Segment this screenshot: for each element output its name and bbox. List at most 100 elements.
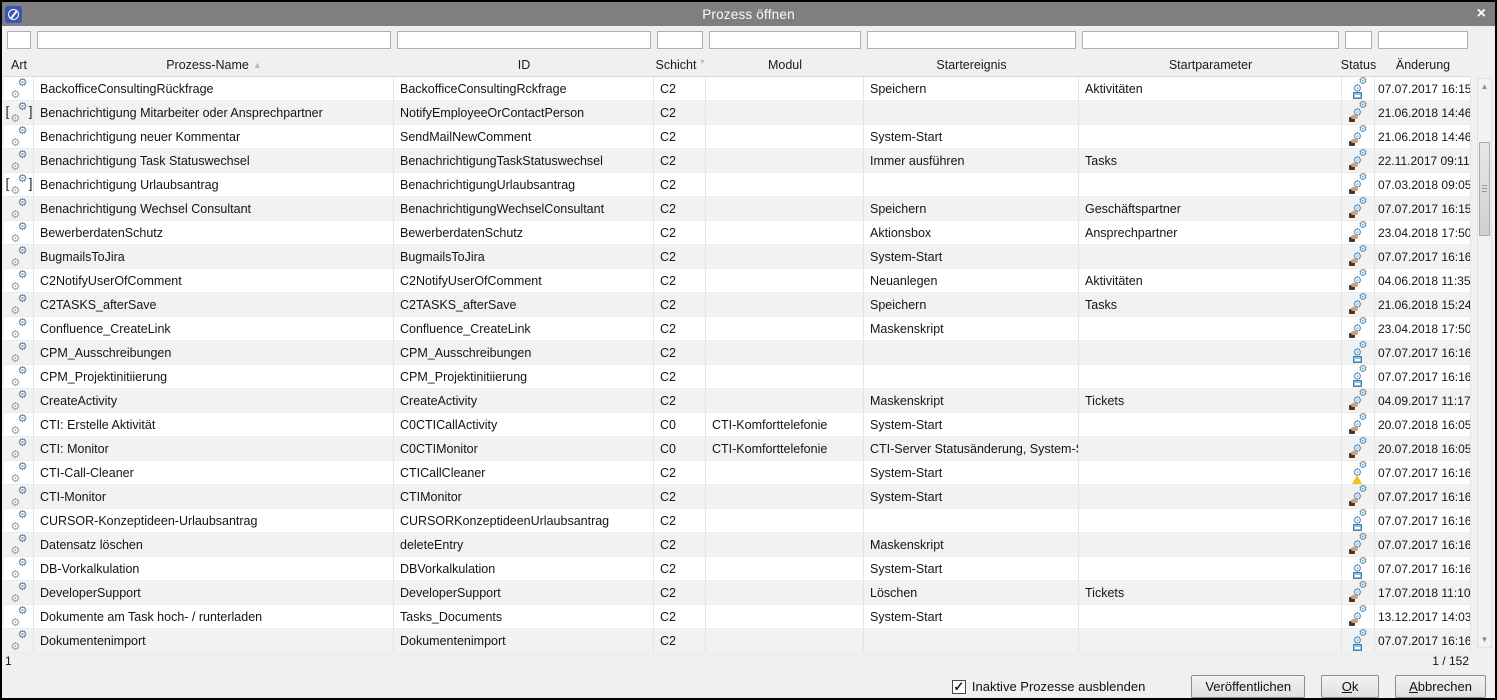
column-header-status[interactable]: Status <box>1340 53 1377 76</box>
column-header-id[interactable]: ID <box>394 53 654 76</box>
status-warning-gear-icon: ⚙ ⚙ <box>1349 461 1368 484</box>
table-row[interactable]: ⚙ ⚙ DB-Vorkalkulation DBVorkalkulation C2 Sys… <box>4 557 1471 581</box>
close-icon[interactable]: × <box>1476 5 1486 22</box>
table-row[interactable]: ⚙ ⚙ Datensatz löschen deleteEntry C2 Maskensk… <box>4 533 1471 557</box>
table-row[interactable]: ⚙ ⚙ Benachrichtigung Wechsel Consultant Ben… <box>4 197 1471 221</box>
table-row[interactable]: ⚙ ⚙ Confluence_CreateLink Confluence_Create… <box>4 317 1471 341</box>
table-row[interactable]: ⚙ ⚙ CPM_Ausschreibungen CPM_Ausschreibungen… <box>4 341 1471 365</box>
table-row[interactable]: ⚙ ⚙ BewerberdatenSchutz BewerberdatenSchutz… <box>4 221 1471 245</box>
scroll-up-icon[interactable]: ▲ <box>1480 82 1489 91</box>
filter-input-status[interactable] <box>1345 31 1372 49</box>
scrollbar-track[interactable] <box>1478 94 1491 632</box>
filter-input-modul[interactable] <box>709 31 861 49</box>
cell-modul <box>706 77 864 100</box>
status-saved-gear-disk-icon: ⚙ ⚙ <box>1349 509 1368 531</box>
cell-aenderung: 20.07.2018 16:05 <box>1375 413 1471 436</box>
cell-id: C2TASKS_afterSave <box>394 293 654 316</box>
status-active-gear-hand-icon: ⚙ ⚙ <box>1348 221 1368 242</box>
filter-input-aenderung[interactable] <box>1378 31 1468 49</box>
column-header-modul[interactable]: Modul <box>706 53 864 76</box>
cell-art: ⚙⚙ <box>4 485 34 508</box>
table-row[interactable]: ⚙ ⚙ CTI: Erstelle Aktivität C0CTICallActivi… <box>4 413 1471 437</box>
table-row[interactable]: ⚙ ⚙ C2TASKS_afterSave C2TASKS_afterSave C2 Sp… <box>4 293 1471 317</box>
table-row[interactable]: ⚙ ⚙ DeveloperSupport DeveloperSupport C2 Lösc… <box>4 581 1471 605</box>
column-header-schicht[interactable]: Schicht ▾ <box>654 53 706 76</box>
cell-name: C2TASKS_afterSave <box>34 293 394 316</box>
publish-button[interactable]: Veröffentlichen <box>1191 675 1306 698</box>
process-type-gear-icon: ⚙ ⚙ <box>10 317 28 340</box>
cell-startereignis <box>864 629 1079 652</box>
cell-art: ⚙⚙ <box>4 341 34 364</box>
table-row[interactable]: ⚙⚙Benachrichtigung UrlaubsantragBenachri… <box>4 173 1471 197</box>
cell-schicht: C2 <box>654 221 706 244</box>
cell-modul <box>706 461 864 484</box>
cell-name: Benachrichtigung Wechsel Consultant <box>34 197 394 220</box>
column-header-art[interactable]: Art <box>4 53 34 76</box>
cell-startereignis: Aktionsbox <box>864 221 1079 244</box>
checkbox-checked-icon[interactable]: ✓ <box>951 679 966 694</box>
cell-modul <box>706 605 864 628</box>
cell-startereignis: System-Start <box>864 125 1079 148</box>
filter-input-startparameter[interactable] <box>1082 31 1339 49</box>
column-header-aenderung[interactable]: Änderung <box>1375 53 1471 76</box>
table-row[interactable]: ⚙ ⚙ C2NotifyUserOfComment C2NotifyUserOfCom… <box>4 269 1471 293</box>
cell-startparameter <box>1079 629 1342 652</box>
titlebar: Prozess öffnen × <box>2 2 1495 26</box>
cell-name: CPM_Ausschreibungen <box>34 341 394 364</box>
cell-art: ⚙⚙ <box>4 125 34 148</box>
cell-status: ⚙ ⚙ <box>1342 77 1375 100</box>
table-row[interactable]: ⚙ ⚙ CPM_Projektinitiierung CPM_Projektiniti… <box>4 365 1471 389</box>
process-type-gear-icon: ⚙ ⚙ <box>10 77 28 100</box>
table-row[interactable]: ⚙ ⚙ CURSOR-Konzeptideen-Urlaubsantrag CURSO… <box>4 509 1471 533</box>
filter-input-schicht[interactable] <box>657 31 703 49</box>
cell-art: ⚙⚙ <box>4 365 34 388</box>
table-row[interactable]: ⚙ ⚙ BackofficeConsultingRückfrage Backoffic… <box>4 77 1471 101</box>
cell-name: CTI-Monitor <box>34 485 394 508</box>
column-header-startparameter[interactable]: Startparameter <box>1079 53 1342 76</box>
cell-schicht: C2 <box>654 389 706 412</box>
table-row[interactable]: ⚙ ⚙ CTI-Call-Cleaner CTICallCleaner C2 System… <box>4 461 1471 485</box>
table-row[interactable]: ⚙ ⚙ Benachrichtigung Task Statuswechsel Ben… <box>4 149 1471 173</box>
table-row[interactable]: ⚙ ⚙ Benachrichtigung neuer Kommentar SendMa… <box>4 125 1471 149</box>
table-row[interactable]: ⚙ ⚙ CreateActivity CreateActivity C2 Maskensk… <box>4 389 1471 413</box>
cell-aenderung: 07.07.2017 16:16 <box>1375 509 1471 532</box>
column-header-startereignis[interactable]: Startereignis <box>864 53 1079 76</box>
cell-art: ⚙⚙ <box>4 389 34 412</box>
filter-input-startereignis[interactable] <box>867 31 1076 49</box>
cell-startparameter <box>1079 365 1342 388</box>
table-row[interactable]: ⚙ ⚙ CTI-Monitor CTIMonitor C2 System-Start ⚙ ⚙ 0… <box>4 485 1471 509</box>
filter-input-id[interactable] <box>397 31 651 49</box>
column-header-label: Status <box>1340 57 1377 72</box>
column-header-name[interactable]: Prozess-Name ▲ <box>34 53 394 76</box>
cell-status: ⚙ ⚙ <box>1342 293 1375 316</box>
cell-name: Dokumente am Task hoch- / runterladen <box>34 605 394 628</box>
cell-schicht: C2 <box>654 317 706 340</box>
scrollbar-thumb[interactable] <box>1479 142 1490 236</box>
cell-art: ⚙⚙ <box>4 149 34 172</box>
table-row[interactable]: ⚙ ⚙ CTI: Monitor C0CTIMonitor C0 CTI-Komfortt… <box>4 437 1471 461</box>
cell-schicht: C2 <box>654 197 706 220</box>
cell-name: DB-Vorkalkulation <box>34 557 394 580</box>
table-row[interactable]: ⚙ ⚙ Dokumentenimport Dokumentenimport C2 ⚙ ⚙ 07… <box>4 629 1471 653</box>
filter-input-art[interactable] <box>7 31 31 49</box>
cell-aenderung: 21.06.2018 14:46 <box>1375 125 1471 148</box>
cell-aenderung: 07.07.2017 16:16 <box>1375 365 1471 388</box>
cell-id: SendMailNewComment <box>394 125 654 148</box>
table-row[interactable]: ⚙ ⚙ BugmailsToJira BugmailsToJira C2 System-S… <box>4 245 1471 269</box>
scroll-down-icon[interactable]: ▼ <box>1480 635 1489 644</box>
cell-id: CTIMonitor <box>394 485 654 508</box>
cell-name: CTI: Erstelle Aktivität <box>34 413 394 436</box>
page-indicator: 1 / 152 <box>1432 654 1469 668</box>
table-row[interactable]: ⚙ ⚙ Dokumente am Task hoch- / runterladen T… <box>4 605 1471 629</box>
table-row[interactable]: ⚙⚙Benachrichtigung Mitarbeiter oder Ansp… <box>4 101 1471 125</box>
filter-input-name[interactable] <box>37 31 391 49</box>
process-type-gear-icon: ⚙ ⚙ <box>10 413 28 436</box>
vertical-scrollbar[interactable]: ▲ ▼ <box>1477 78 1492 648</box>
status-saved-gear-disk-icon: ⚙ ⚙ <box>1349 629 1368 651</box>
inactive-processes-toggle[interactable]: ✓ Inaktive Prozesse ausblenden <box>951 679 1145 694</box>
cell-modul <box>706 485 864 508</box>
cell-name: Benachrichtigung Urlaubsantrag <box>34 173 394 196</box>
cell-id: C0CTIMonitor <box>394 437 654 460</box>
